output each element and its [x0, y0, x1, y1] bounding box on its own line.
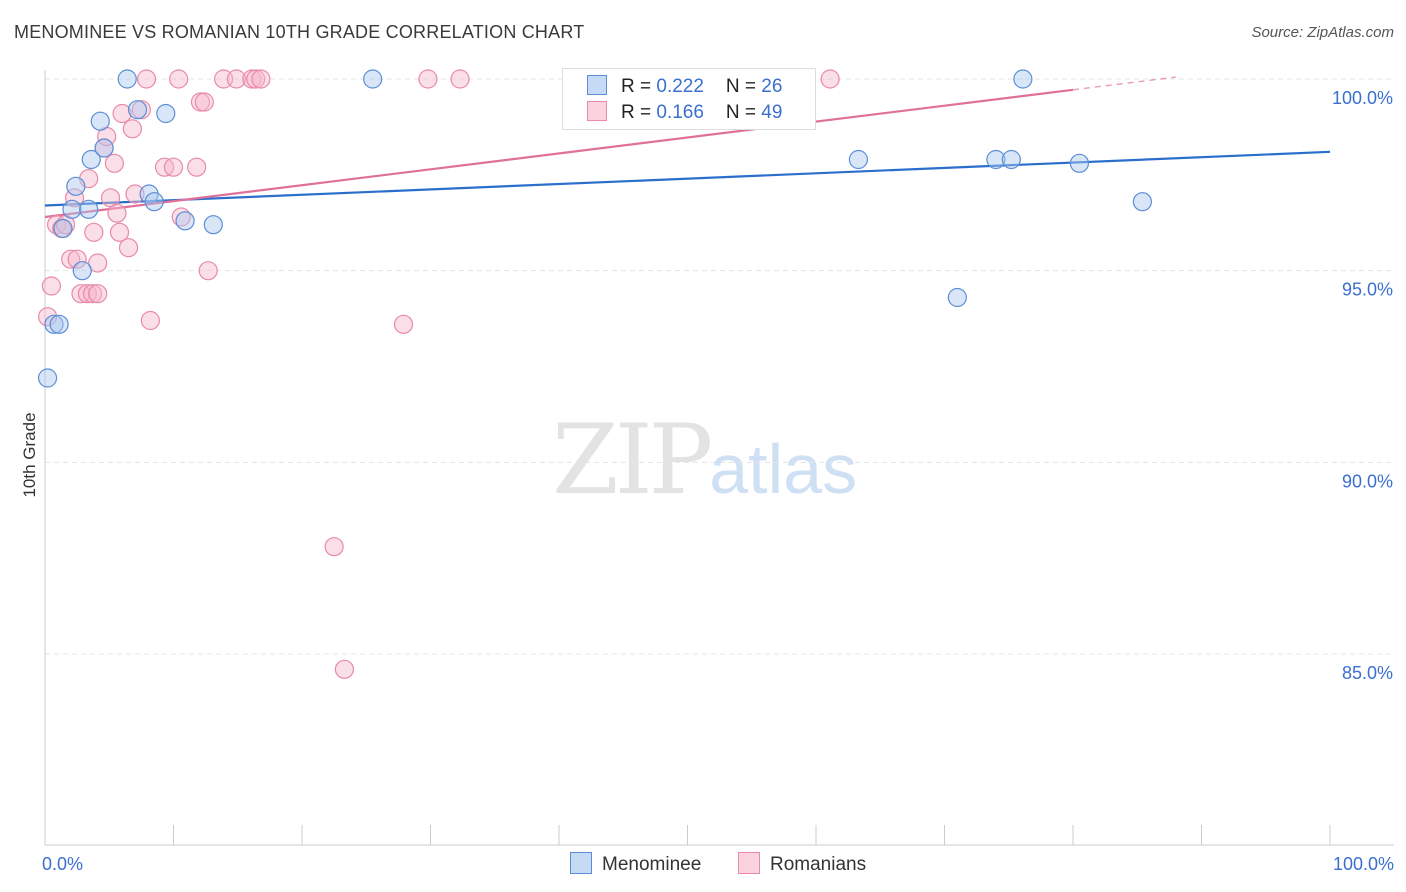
- romanian-point: [77, 284, 98, 304]
- romanian-point: [324, 537, 344, 557]
- romanian-point: [820, 69, 840, 89]
- menominee-point: [175, 211, 195, 231]
- source-label: Source: ZipAtlas.com: [1251, 24, 1394, 41]
- romanian-trend-line: [44, 88, 1074, 219]
- y-tick-label: 85.0%: [1342, 663, 1393, 683]
- legend-n-value: 49: [761, 102, 783, 123]
- romanian-point: [112, 103, 132, 124]
- menominee-point: [986, 149, 1006, 170]
- legend-item-menominee: Menominee: [570, 852, 701, 876]
- romanian-point: [450, 69, 470, 89]
- gridlines: [45, 78, 1394, 655]
- menominee-point: [49, 314, 69, 334]
- x-tick-label-end: 100.0%: [1333, 854, 1394, 874]
- legend-swatch-blue: [587, 75, 607, 95]
- romanian-point: [107, 203, 127, 223]
- menominee-point: [127, 100, 148, 120]
- y-tick-label: 100.0%: [1332, 88, 1393, 108]
- legend-n-label: N =: [725, 76, 762, 97]
- romanian-point: [187, 157, 207, 177]
- legend-label-romanians: Romanians: [770, 854, 867, 875]
- romanian-point: [88, 253, 108, 273]
- data-points: [37, 69, 1152, 679]
- menominee-point: [66, 176, 86, 196]
- romanian-point: [393, 314, 414, 334]
- menominee-point: [1069, 153, 1090, 173]
- watermark: ZIPatlas: [552, 404, 857, 516]
- menominee-point: [1001, 149, 1021, 170]
- menominee-point: [94, 138, 114, 158]
- menominee-trend-line: [44, 150, 1331, 207]
- romanian-point: [136, 69, 157, 89]
- stats-legend: R = 0.222 N = 26 R = 0.166 N = 49: [562, 68, 816, 130]
- romanian-point: [198, 261, 218, 281]
- legend-label-menominee: Menominee: [602, 854, 702, 875]
- watermark-atlas: atlas: [709, 430, 858, 508]
- y-tick-labels: 100.0% 95.0% 90.0% 85.0%: [1332, 88, 1393, 683]
- romanian-point: [71, 284, 91, 304]
- romanian-point: [67, 249, 87, 269]
- menominee-point: [144, 192, 164, 212]
- romanian-point: [37, 307, 58, 327]
- menominee-point: [53, 218, 73, 239]
- menominee-point: [1013, 69, 1033, 89]
- romanian-point: [171, 207, 191, 227]
- menominee-point: [203, 215, 223, 235]
- legend-swatch-pink: [738, 852, 760, 874]
- romanian-point: [125, 184, 145, 204]
- legend-item-romanians: Romanians: [738, 852, 866, 876]
- x-tick-labels: 0.0% 100.0%: [42, 854, 1394, 874]
- romanian-point: [122, 119, 142, 139]
- romanian-point: [118, 238, 139, 258]
- romanian-point: [88, 284, 108, 304]
- legend-row-menominee: R = 0.222 N = 26: [587, 75, 782, 99]
- watermark-zip: ZIP: [552, 404, 713, 516]
- romanian-point: [334, 659, 355, 679]
- menominee-point: [79, 199, 99, 219]
- legend-r-label: R =: [621, 76, 657, 97]
- axes: [44, 70, 1394, 846]
- menominee-point: [947, 287, 967, 308]
- legend-swatch-pink: [587, 101, 607, 121]
- romanian-point: [61, 249, 81, 269]
- romanian-point: [82, 284, 103, 304]
- romanian-point: [84, 222, 104, 242]
- menominee-point: [1132, 192, 1152, 212]
- legend-n-label: N =: [725, 102, 762, 123]
- legend-r-value: 0.166: [656, 102, 704, 123]
- menominee-point: [44, 314, 64, 334]
- romanian-point: [226, 69, 247, 89]
- romanian-point: [109, 222, 130, 242]
- romanian-point: [418, 69, 438, 89]
- chart-title: MENOMINEE VS ROMANIAN 10TH GRADE CORRELA…: [14, 22, 585, 42]
- romanian-point: [163, 157, 184, 177]
- menominee-point: [90, 111, 110, 131]
- trend-lines: [44, 76, 1331, 219]
- menominee-point: [62, 199, 82, 219]
- y-tick-label: 90.0%: [1342, 471, 1393, 491]
- legend-r-value: 0.222: [656, 76, 704, 97]
- romanian-trend-line-extension: [1072, 76, 1176, 91]
- romanian-point: [169, 69, 189, 89]
- legend-r-label: R =: [621, 102, 657, 123]
- menominee-point: [37, 368, 58, 388]
- x-tick-label-start: 0.0%: [42, 854, 83, 874]
- y-tick-label: 95.0%: [1342, 280, 1393, 300]
- legend-swatch-blue: [570, 852, 592, 874]
- menominee-point: [363, 69, 383, 89]
- legend-row-romanians: R = 0.166 N = 49: [587, 101, 782, 125]
- romanian-point: [41, 276, 62, 296]
- romanian-point: [251, 69, 271, 89]
- romanian-point: [140, 310, 160, 331]
- romanian-point: [104, 153, 124, 173]
- menominee-point: [72, 261, 92, 281]
- menominee-point: [156, 103, 176, 124]
- menominee-point: [848, 149, 869, 170]
- romanian-point: [194, 92, 214, 112]
- menominee-point: [117, 69, 137, 89]
- legend-n-value: 26: [761, 76, 783, 97]
- menominee-point: [81, 149, 101, 170]
- romanian-point: [246, 69, 266, 89]
